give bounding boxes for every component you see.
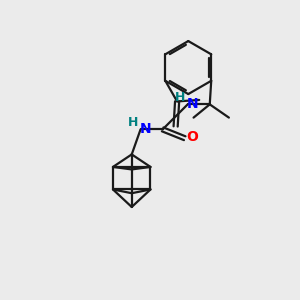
Text: N: N (140, 122, 152, 136)
Text: H: H (175, 92, 185, 104)
Text: H: H (128, 116, 138, 129)
Text: N: N (187, 98, 199, 111)
Text: O: O (186, 130, 198, 144)
